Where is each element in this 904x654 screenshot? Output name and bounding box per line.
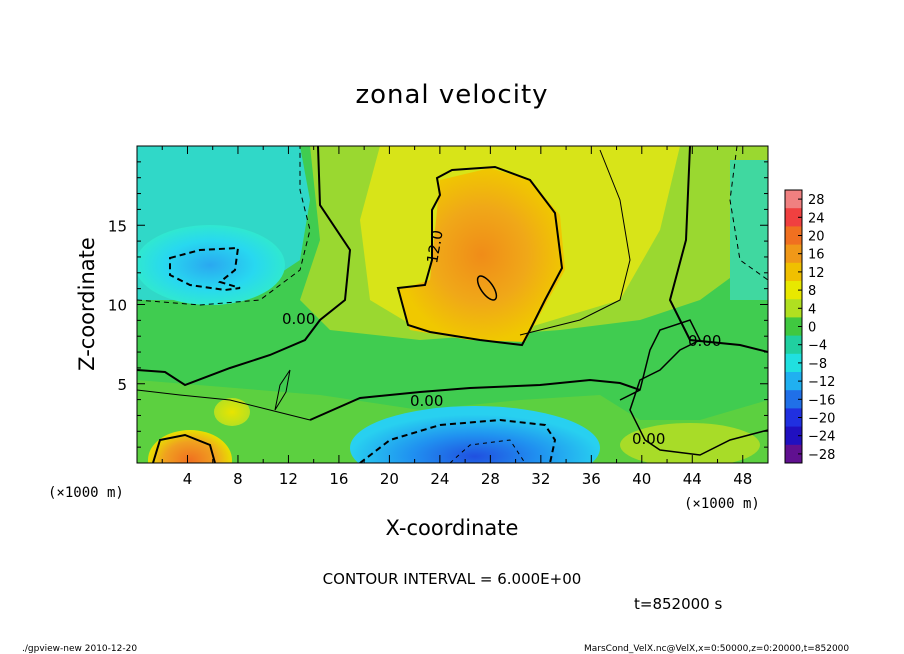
x-tick-label: 36 bbox=[582, 470, 601, 488]
colorbar-swatch bbox=[785, 226, 802, 246]
contour-label-zero-2: 0.00 bbox=[410, 392, 443, 410]
colorbar-label: 4 bbox=[808, 302, 816, 317]
y-axis-label: Z-coordinate bbox=[75, 237, 99, 371]
colorbar-swatch bbox=[785, 208, 802, 227]
x-tick-label: 24 bbox=[430, 470, 449, 488]
colorbar-swatch bbox=[785, 335, 802, 355]
colorbar-swatch bbox=[785, 317, 802, 337]
y-tick-label: 10 bbox=[108, 297, 127, 315]
contour-minus-right bbox=[729, 146, 768, 281]
colorbar-swatch bbox=[785, 372, 802, 391]
contour-six-upper bbox=[519, 149, 631, 336]
x-tick-label: 12 bbox=[279, 470, 298, 488]
contour-label-zero-1: 0.00 bbox=[282, 310, 315, 328]
contour-interval: CONTOUR INTERVAL = 6.000E+00 bbox=[323, 570, 582, 588]
colorbar-label: −12 bbox=[808, 375, 835, 390]
y-tick-label: 15 bbox=[108, 217, 127, 235]
field-yellow-green-spot bbox=[620, 423, 760, 463]
footer-right: MarsCond_VelX.nc@VelX,x=0:50000,z=0:2000… bbox=[584, 644, 849, 654]
x-tick-label: 16 bbox=[329, 470, 348, 488]
colorbar-swatch bbox=[785, 390, 802, 409]
x-axis-label: X-coordinate bbox=[386, 516, 519, 540]
contour-lines bbox=[137, 146, 768, 463]
x-axis: 4 8 12 16 20 24 28 32 36 40 44 48 bbox=[161, 146, 752, 488]
colorbar-label: 12 bbox=[808, 266, 825, 281]
colorbar-swatch bbox=[785, 444, 802, 464]
colorbar-label: −28 bbox=[808, 448, 835, 463]
colorbar-label: 16 bbox=[808, 248, 825, 263]
heatmap-field: 12.0 0.00 0.00 0.00 0.00 bbox=[137, 146, 768, 463]
contour-label-zero-3: 0.00 bbox=[688, 332, 721, 350]
x-unit-left: (×1000 m) bbox=[48, 485, 124, 501]
field-cyan-core bbox=[137, 225, 285, 305]
x-tick-label: 4 bbox=[183, 470, 193, 488]
colorbar-label: 24 bbox=[808, 211, 825, 226]
field-blue-core bbox=[350, 406, 600, 463]
field-yellow-spot bbox=[214, 398, 250, 426]
colorbar-label: 20 bbox=[808, 230, 825, 245]
colorbar-swatch bbox=[785, 244, 802, 264]
x-tick-label: 28 bbox=[481, 470, 500, 488]
x-tick-label: 20 bbox=[380, 470, 399, 488]
time-label: t=852000 s bbox=[634, 595, 722, 613]
colorbar-swatch bbox=[785, 426, 802, 446]
contour-zero-upper bbox=[137, 146, 352, 387]
colorbar-swatch bbox=[785, 262, 802, 282]
contour-label-zero-4: 0.00 bbox=[632, 430, 665, 448]
x-tick-label: 40 bbox=[632, 470, 651, 488]
chart-title: zonal velocity bbox=[355, 80, 548, 110]
field-right-strip bbox=[730, 160, 768, 300]
colorbar: 28 24 20 16 12 8 4 0 −4 −8 −12 −16 −20 −24 −28 bbox=[784, 189, 835, 464]
field-orange-core bbox=[398, 168, 565, 342]
colorbar-swatch bbox=[785, 281, 802, 300]
x-tick-label: 32 bbox=[531, 470, 550, 488]
footer-left: ./gpview-new 2010-12-20 bbox=[22, 644, 137, 654]
contour-zero-right bbox=[668, 146, 768, 353]
contour-zero-lower bbox=[309, 378, 641, 421]
x-tick-label: 8 bbox=[233, 470, 243, 488]
contour-warm-bottom-left bbox=[152, 433, 216, 463]
contour-six-lower bbox=[137, 389, 311, 421]
colorbar-label: −4 bbox=[808, 339, 827, 354]
colorbar-label: 8 bbox=[808, 284, 816, 299]
colorbar-label: 0 bbox=[808, 321, 816, 336]
contour-small-loop bbox=[274, 369, 291, 411]
colorbar-label: −8 bbox=[808, 357, 827, 372]
y-tick-label: 5 bbox=[117, 376, 127, 394]
contour-minus-six-bottom bbox=[359, 418, 557, 463]
contour-12 bbox=[396, 165, 564, 347]
contour-minus-twelve-bottom bbox=[449, 439, 526, 463]
contour-18 bbox=[476, 275, 498, 301]
colorbar-label: −20 bbox=[808, 412, 835, 427]
colorbar-swatch bbox=[785, 190, 802, 209]
contour-minus-six-left bbox=[169, 246, 241, 292]
contour-minus-zero-left bbox=[137, 146, 311, 306]
colorbar-label: −24 bbox=[808, 430, 835, 445]
colorbar-swatch bbox=[785, 353, 802, 373]
contour-label-12: 12.0 bbox=[423, 229, 447, 265]
contour-ragged-right bbox=[619, 319, 768, 456]
colorbar-swatch bbox=[785, 299, 802, 318]
x-tick-label: 44 bbox=[683, 470, 702, 488]
x-unit-right: (×1000 m) bbox=[684, 496, 760, 512]
y-axis: 5 10 15 bbox=[108, 161, 768, 448]
colorbar-label: 28 bbox=[808, 193, 825, 208]
colorbar-swatch bbox=[785, 408, 802, 428]
colorbar-label: −16 bbox=[808, 393, 835, 408]
x-tick-label: 48 bbox=[733, 470, 752, 488]
